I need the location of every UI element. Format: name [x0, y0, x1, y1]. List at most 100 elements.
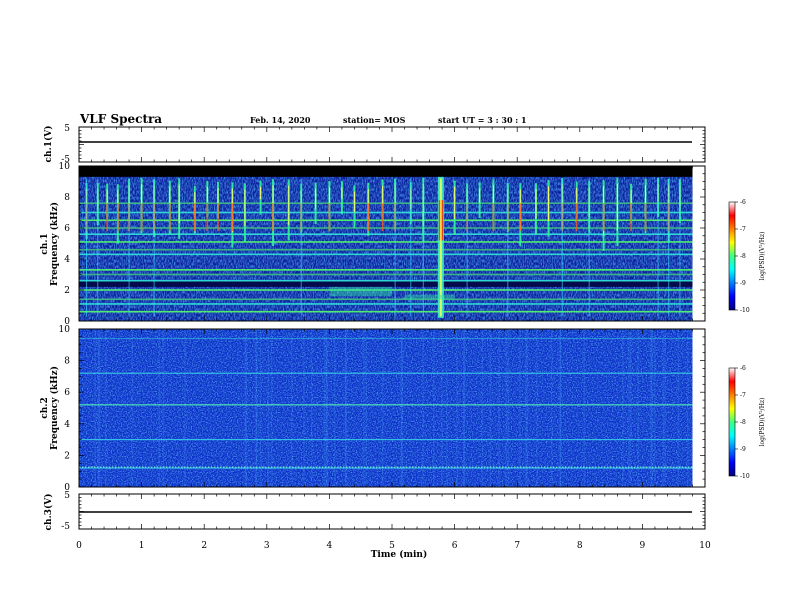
- spec2-band-dot: [241, 466, 243, 469]
- spec2-band-dot: [517, 466, 519, 469]
- y-tick-label: 2: [64, 286, 70, 296]
- spec2-band-dot: [79, 466, 81, 469]
- colorbar-tick-label: -7: [740, 226, 746, 233]
- spec2-band-dot: [289, 466, 291, 469]
- spec2-band-dot: [499, 466, 501, 469]
- spec2-band-dot: [646, 466, 648, 469]
- spec2-band-dot: [232, 466, 234, 469]
- spec2-streak: [446, 329, 448, 487]
- colorbar-tick-label: -10: [740, 473, 750, 480]
- spec1-burst-hot: [492, 203, 495, 232]
- spec2-band-dot: [373, 466, 375, 469]
- spec2-band-dot: [475, 466, 477, 469]
- spec2-tonal-line: [79, 372, 693, 374]
- spec1-burst-core: [260, 186, 262, 200]
- spec2-band-dot: [541, 466, 543, 469]
- x-tick-label: 0: [76, 541, 82, 551]
- spec2-streak: [310, 329, 313, 487]
- spec1-burst-full: [657, 178, 659, 317]
- spec1-tonal-line: [79, 279, 693, 282]
- x-tick-label: 8: [577, 541, 583, 551]
- spec2-band-dot: [580, 466, 582, 469]
- spec2-band-dot: [406, 466, 408, 469]
- spec1-tonal-line: [79, 219, 693, 222]
- spec1-burst-core: [169, 186, 171, 220]
- spec1-burst-full: [561, 178, 563, 317]
- spec2-streak: [303, 329, 305, 487]
- spec2-colorbar: -6 -7 -8 -9 -10 log(PSD)(V²/Hz): [728, 365, 766, 480]
- spec2-streak: [559, 329, 562, 487]
- colorbar-tick-label: -8: [740, 419, 746, 426]
- colorbar-tick-label: -7: [740, 392, 746, 399]
- spec2-band-dot: [259, 466, 261, 469]
- spec1-burst-hot: [140, 203, 143, 232]
- spec2-band-dot: [691, 466, 693, 469]
- spec1-burst-hot: [575, 203, 578, 232]
- spec2-streak: [325, 329, 327, 487]
- spec2-band-dot: [505, 466, 507, 469]
- spec1-ticks: [78, 165, 706, 322]
- spec2-band-dot: [112, 466, 114, 469]
- spec2-band-dot: [313, 466, 315, 469]
- spec1-burst-core: [217, 188, 219, 203]
- spec1-burst-full: [466, 178, 468, 317]
- spec2-streak: [664, 329, 666, 487]
- spec2-band-dot: [463, 466, 465, 469]
- y-tick-label: 0: [64, 317, 70, 327]
- spec1-burst-core: [382, 185, 384, 206]
- spec2-band-dot: [640, 466, 642, 469]
- spec2-streak: [98, 329, 101, 487]
- spec2-band-dot: [340, 466, 342, 469]
- spec2-colorbar-ticks: -6 -7 -8 -9 -10: [735, 365, 750, 480]
- spec2-band-dot: [247, 466, 249, 469]
- panel-ch1-frame: [78, 126, 706, 163]
- spec2-band-dot: [109, 466, 111, 469]
- spec1-burst-core: [106, 189, 108, 204]
- spec1-black-band: [79, 166, 693, 177]
- spec2-streak: [519, 329, 521, 487]
- spec1-burst-full: [97, 178, 99, 317]
- spec2-band-dot: [319, 466, 321, 469]
- spec2-band-dot: [334, 466, 336, 469]
- spec1-burst-full: [507, 178, 509, 317]
- spec1-burst-core: [548, 186, 549, 222]
- spec1-burst-core: [353, 191, 355, 213]
- spec2-band-dot: [556, 466, 558, 469]
- spec1-dark-band: [79, 280, 693, 287]
- spec2-band-dot: [655, 466, 657, 469]
- station-label: station= MOS: [343, 115, 406, 125]
- spec2-band-dot: [346, 466, 348, 469]
- spec1-tonal-line: [79, 303, 693, 305]
- spec2-band-dot: [586, 466, 588, 469]
- spec2-streak: [628, 329, 630, 487]
- spec2-band-dot: [316, 466, 318, 469]
- spec2-band-dot: [382, 466, 384, 469]
- spec1-burst-hot: [602, 203, 605, 232]
- spec2-band-dot: [181, 466, 183, 469]
- spec1-tonal-line: [79, 248, 693, 251]
- spec2-band-dot: [151, 466, 153, 469]
- ch2-spectrogram: [79, 329, 693, 487]
- spec2-band-dot: [550, 466, 552, 469]
- spec2-band-dot: [523, 466, 525, 469]
- spec2-band-dot: [310, 466, 312, 469]
- spec2-ylabel-freq: Frequency (kHz): [49, 366, 60, 450]
- y-tick-label: 2: [64, 451, 70, 461]
- spec1-burst-core: [454, 186, 456, 220]
- spec2-band-dot: [169, 466, 171, 469]
- spec2-band-dot: [376, 466, 378, 469]
- spec2-band-dot: [295, 466, 297, 469]
- spec1-burst-core: [616, 183, 618, 231]
- spec2-band-dot: [355, 466, 357, 469]
- y-tick-label: 6: [64, 388, 70, 398]
- spec2-band-dot: [262, 466, 264, 469]
- spec2-tonal-line: [79, 404, 693, 406]
- spec2-band-dot: [430, 466, 432, 469]
- spec2-band-dot: [607, 466, 609, 469]
- spec2-band-dot: [388, 466, 390, 469]
- spec2-band-dot: [343, 466, 345, 469]
- spec2-band-dot: [220, 466, 222, 469]
- spec2-streak: [365, 329, 368, 487]
- spec2-band-dot: [277, 466, 279, 469]
